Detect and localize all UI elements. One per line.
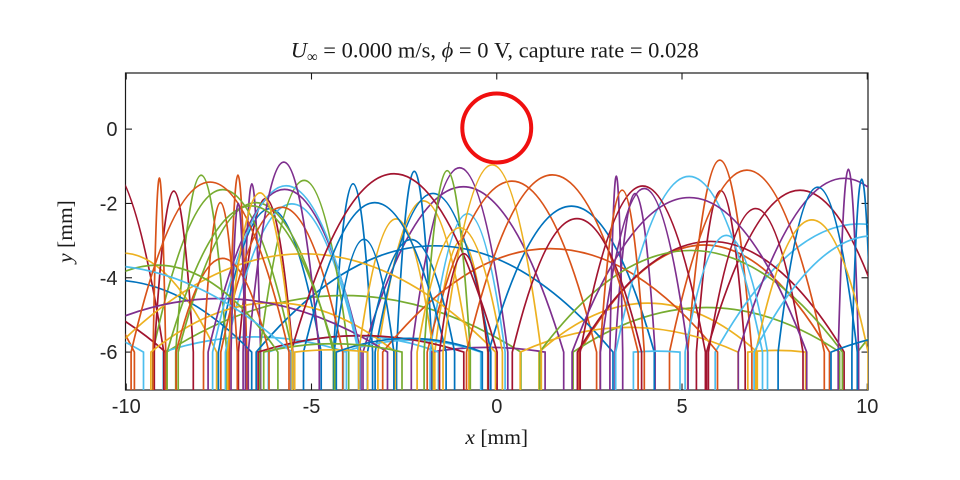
trajectory-line (153, 190, 195, 390)
chart-title-segment: = 0 V, capture rate = 0.028 (453, 38, 699, 63)
trajectory-line (511, 218, 643, 390)
chart-title-segment: U (291, 38, 309, 63)
trajectory-line (230, 202, 247, 390)
trajectory-line (572, 306, 841, 390)
trajectory-line (754, 219, 868, 390)
trajectory-line (487, 205, 656, 390)
y-axis-label: y [mm] (53, 200, 77, 265)
trajectory-line (125, 252, 218, 390)
trajectory-line (684, 234, 769, 390)
x-tick-label: 5 (676, 396, 687, 418)
trajectory-line (830, 339, 868, 390)
trajectory-line (571, 196, 808, 390)
trajectory-line (714, 223, 868, 390)
trajectory-line (777, 186, 859, 390)
y-tick-label: -4 (100, 268, 118, 290)
x-axis-label-segment: [mm] (475, 425, 528, 449)
trajectory-line (737, 177, 868, 390)
chart-title-segment: = 0.000 m/s, (318, 38, 442, 63)
chart-title: U∞ = 0.000 m/s, ϕ = 0 V, capture rate = … (291, 38, 699, 66)
trajectory-line (579, 185, 707, 390)
trajectory-line (125, 253, 497, 390)
y-axis-label-segment: y (53, 253, 77, 265)
trajectory-line (224, 203, 360, 390)
trajectory-line (377, 200, 470, 390)
trajectory-line (668, 169, 826, 390)
trajectory-line (576, 240, 845, 390)
chart-title-segment: ∞ (307, 50, 318, 66)
trajectory-line (837, 168, 860, 390)
capture-circle (460, 91, 534, 165)
y-tick-label: -6 (100, 342, 118, 364)
trajectory-line (465, 174, 639, 390)
trajectory-line (125, 320, 167, 390)
chart-title-segment: ϕ (442, 38, 454, 63)
trajectory-line (175, 257, 270, 390)
trajectory-line (856, 337, 868, 390)
trajectory-line (614, 175, 764, 390)
trajectory-line (599, 189, 646, 390)
trajectory-line (333, 238, 395, 390)
y-tick-label: 0 (106, 119, 117, 141)
trajectory-line (125, 280, 253, 390)
trajectory-line (442, 163, 543, 390)
trajectory-line (632, 350, 681, 390)
trajectory-line (746, 349, 807, 390)
x-tick-label: -5 (303, 396, 321, 418)
trajectory-line (125, 266, 293, 390)
trajectory-line (130, 181, 290, 390)
trajectory-line (753, 235, 868, 390)
trajectory-line (416, 226, 504, 390)
trajectory-line (705, 189, 868, 390)
trajectory-line (152, 177, 167, 390)
x-tick-label: -10 (112, 396, 141, 418)
trajectory-line (247, 161, 321, 390)
trajectory-line (258, 179, 350, 390)
x-tick-label: 0 (491, 396, 502, 418)
trajectory-line (578, 244, 831, 390)
trajectory-line (335, 337, 484, 390)
y-tick-label: -2 (100, 193, 118, 215)
trajectory-line (599, 187, 689, 390)
trajectory-line (438, 253, 489, 390)
trajectory-line (686, 159, 753, 390)
trajectory-line (538, 249, 844, 390)
trajectory-line (174, 174, 228, 390)
trajectory-line (151, 189, 294, 390)
trajectories-group (125, 159, 868, 390)
trajectory-line (423, 170, 472, 390)
x-axis-label-segment: x (464, 425, 475, 449)
trajectory-line (125, 341, 145, 390)
trajectory-line (362, 186, 565, 390)
trajectory-line (242, 182, 262, 390)
trajectory-line (851, 178, 868, 390)
trajectory-line (395, 170, 433, 390)
trajectory-line (293, 348, 369, 390)
trajectory-line (707, 208, 804, 390)
trajectory-line (426, 180, 598, 390)
x-tick-label: 10 (856, 396, 878, 418)
y-axis-label-segment: [mm] (53, 200, 77, 253)
trajectory-line (290, 172, 498, 390)
x-axis-label: x [mm] (464, 425, 528, 449)
trajectory-line (226, 192, 294, 390)
trajectory-line (519, 326, 739, 390)
trajectory-line (302, 201, 447, 390)
